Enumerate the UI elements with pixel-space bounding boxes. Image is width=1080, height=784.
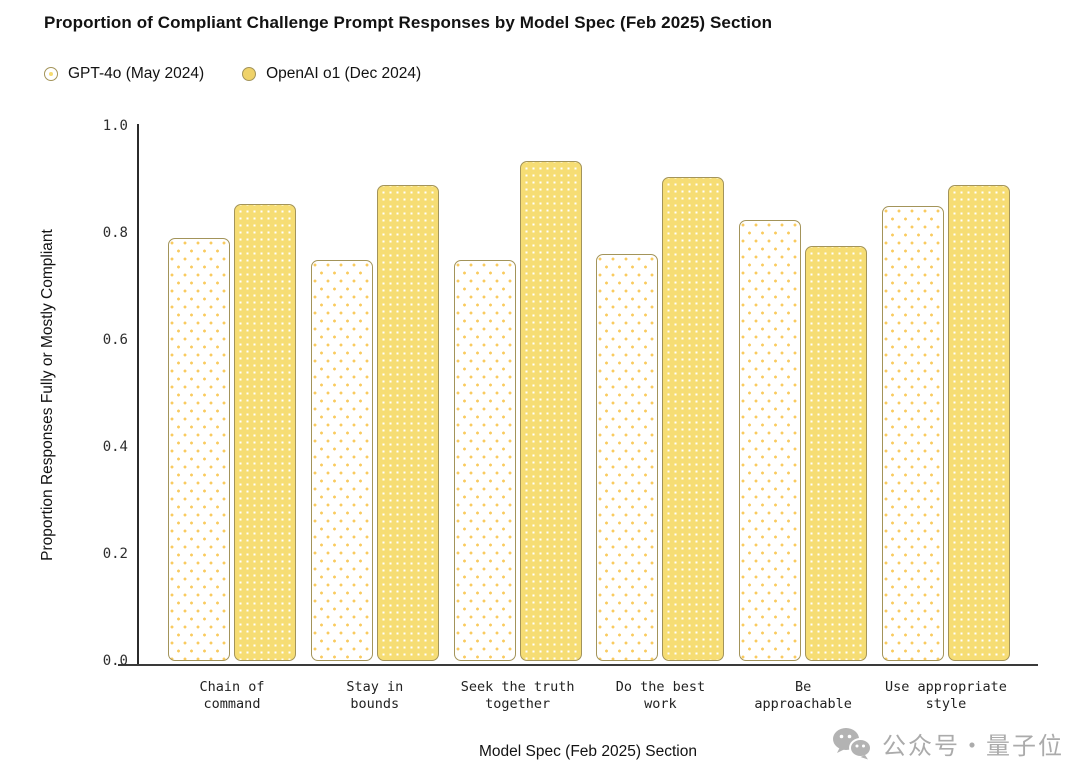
y-tick-1.0: 1.0 — [102, 118, 128, 134]
plot-area — [138, 126, 1038, 661]
y-tick-0.6: 0.6 — [102, 332, 128, 348]
gpt4o-swatch-icon — [44, 67, 58, 81]
bar-gpt4o-chain-of-command — [168, 238, 230, 661]
bar-o1-use-appropriate-style — [947, 185, 1010, 661]
bar-gpt4o-seek-the-truth-together — [453, 260, 516, 661]
legend: GPT-4o (May 2024) OpenAI o1 (Dec 2024) — [44, 65, 421, 83]
y-tick-0.8: 0.8 — [102, 225, 128, 241]
x-category-do-the-best-work: Do the best work — [615, 679, 706, 712]
bar-groups — [138, 126, 1038, 661]
x-category-use-appropriate-style: Use appropriate style — [885, 679, 1007, 712]
bar-o1-chain-of-command — [234, 204, 296, 661]
bar-group-chain-of-command — [168, 204, 296, 661]
bar-o1-stay-in-bounds — [376, 185, 439, 661]
bar-group-stay-in-bounds — [310, 185, 439, 661]
x-axis-line — [118, 664, 1038, 667]
legend-label-o1: OpenAI o1 (Dec 2024) — [266, 65, 422, 82]
bar-o1-seek-the-truth-together — [519, 161, 582, 661]
bar-gpt4o-use-appropriate-style — [881, 206, 944, 661]
bar-group-be-approachable — [739, 220, 868, 661]
y-tick-0.2: 0.2 — [102, 546, 128, 562]
x-category-be-approachable: Be approachable — [754, 679, 852, 712]
bar-gpt4o-stay-in-bounds — [310, 260, 373, 661]
bar-group-do-the-best-work — [596, 177, 725, 661]
x-axis-category-labels: Chain of command Stay in bounds Seek the tru… — [138, 679, 1038, 713]
x-category-seek-the-truth-together: Seek the truth together — [460, 679, 575, 712]
watermark-text: 公众号・量子位 — [882, 732, 1064, 760]
bar-gpt4o-be-approachable — [739, 220, 802, 661]
x-axis-title: Model Spec (Feb 2025) Section — [479, 743, 697, 760]
bar-o1-do-the-best-work — [662, 177, 725, 661]
x-category-stay-in-bounds: Stay in bounds — [346, 679, 404, 712]
legend-label-gpt4o: GPT-4o (May 2024) — [68, 65, 205, 82]
page-title: Proportion of Compliant Challenge Prompt… — [44, 13, 773, 32]
legend-item-gpt4o: GPT-4o (May 2024) — [44, 65, 204, 83]
watermark: 公众号・量子位 — [832, 726, 1064, 761]
bar-group-seek-the-truth-together — [453, 161, 582, 661]
y-tick-0.4: 0.4 — [102, 439, 128, 455]
x-category-chain-of-command: Chain of command — [199, 679, 265, 712]
bar-gpt4o-do-the-best-work — [596, 254, 659, 661]
bar-o1-be-approachable — [805, 246, 868, 661]
y-axis-title: Proportion Responses Fully or Mostly Com… — [39, 229, 56, 561]
o1-swatch-icon — [242, 67, 257, 81]
wechat-icon — [833, 728, 872, 760]
legend-item-o1: OpenAI o1 (Dec 2024) — [242, 65, 421, 83]
bar-group-use-appropriate-style — [881, 185, 1010, 661]
y-tick-0.0: 0.0 — [102, 653, 128, 669]
y-axis-line — [137, 124, 139, 666]
